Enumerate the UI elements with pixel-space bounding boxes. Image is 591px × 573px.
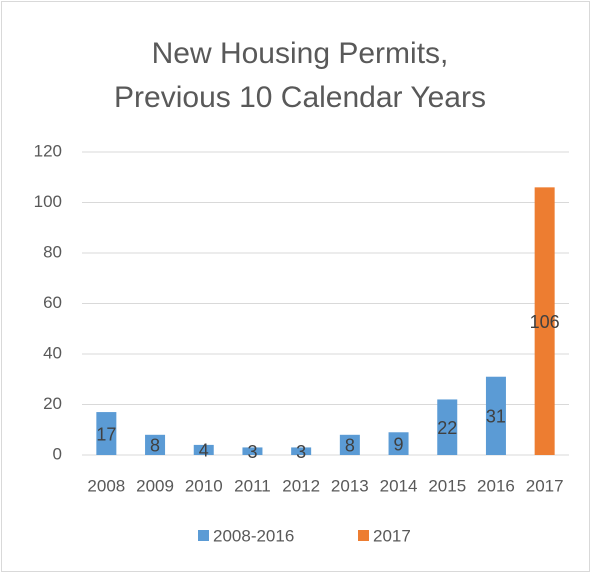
legend-swatch: [198, 530, 209, 541]
data-label: 106: [530, 312, 560, 332]
data-label: 3: [247, 442, 257, 462]
bar: [96, 412, 117, 455]
y-tick-label: 120: [34, 141, 62, 160]
data-label: 17: [96, 424, 116, 444]
bar: [145, 434, 166, 455]
bar: [193, 444, 214, 455]
chart-title: New Housing Permits,: [152, 37, 449, 70]
x-tick-label: 2009: [136, 476, 174, 495]
y-tick-label: 40: [43, 343, 62, 362]
data-label: 8: [345, 436, 355, 456]
y-tick-label: 0: [53, 444, 62, 463]
legend-label: 2008-2016: [213, 526, 294, 545]
data-label: 9: [394, 434, 404, 454]
x-tick-label: 2012: [282, 476, 320, 495]
x-tick-label: 2013: [331, 476, 369, 495]
y-tick-label: 100: [34, 192, 62, 211]
y-tick-label: 20: [43, 394, 62, 413]
bar: [242, 447, 263, 455]
chart-title: Previous 10 Calendar Years: [114, 81, 486, 114]
data-label: 3: [296, 442, 306, 462]
bar: [339, 434, 360, 455]
bar: [388, 432, 409, 455]
bar: [291, 447, 312, 455]
y-tick-label: 60: [43, 293, 62, 312]
legend-label: 2017: [373, 526, 411, 545]
x-tick-label: 2014: [380, 476, 418, 495]
x-tick-label: 2015: [428, 476, 466, 495]
data-label: 22: [437, 418, 457, 438]
x-tick-label: 2011: [234, 476, 271, 495]
x-tick-label: 2017: [526, 476, 564, 495]
x-tick-label: 2008: [87, 476, 125, 495]
y-tick-label: 80: [43, 242, 62, 261]
legend-swatch: [358, 530, 369, 541]
data-label: 31: [486, 407, 506, 427]
data-label: 8: [150, 436, 160, 456]
x-tick-label: 2010: [185, 476, 223, 495]
bar: [485, 376, 506, 455]
bar: [534, 187, 555, 455]
x-tick-label: 2016: [477, 476, 515, 495]
data-label: 4: [199, 441, 209, 461]
bar: [437, 399, 458, 455]
